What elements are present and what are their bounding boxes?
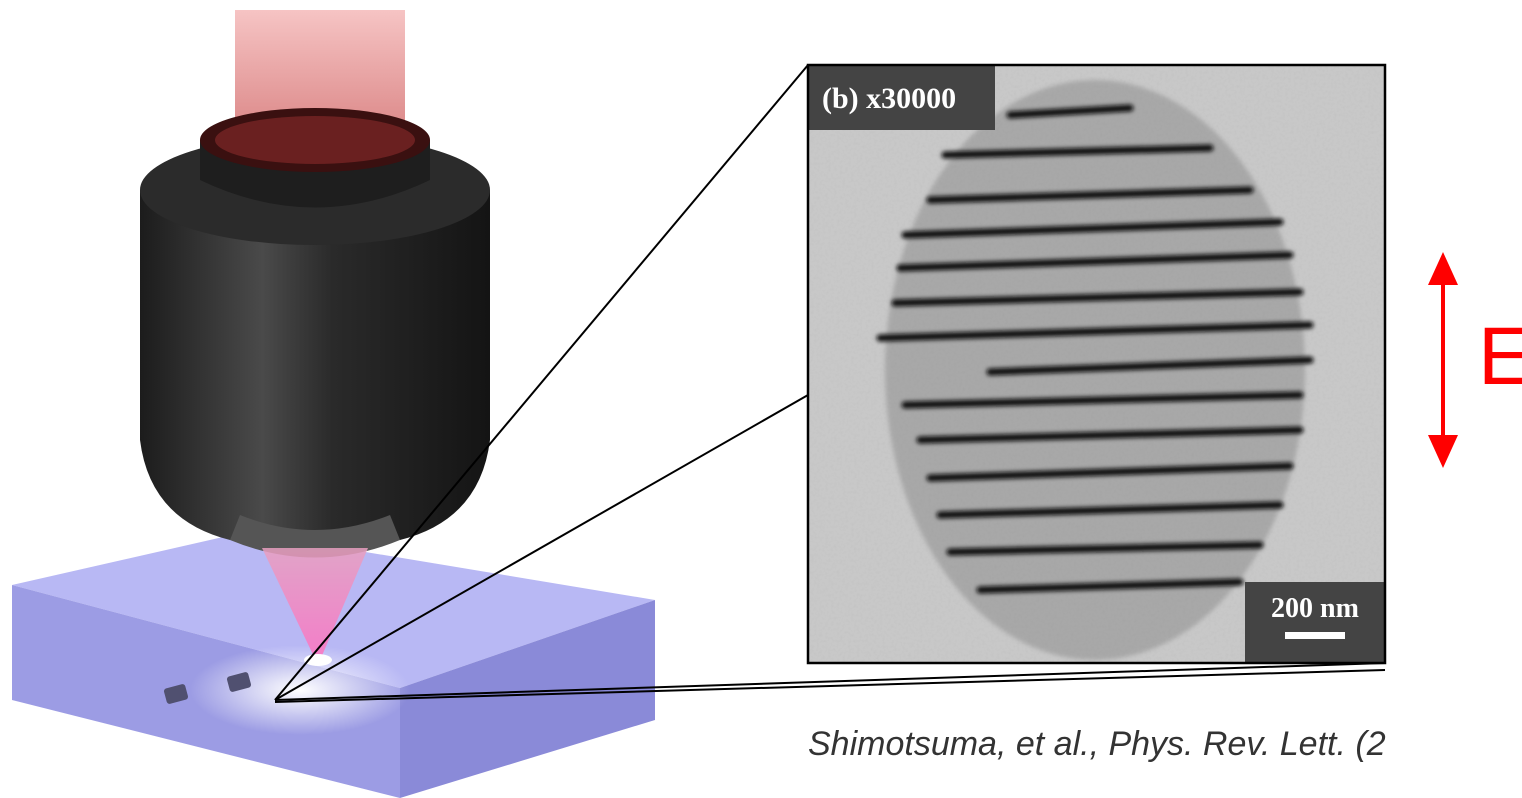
magnification-label: (b) x30000 bbox=[822, 82, 956, 115]
objective-lens bbox=[140, 108, 490, 558]
page: (b) x30000 200 nm E Shimotsuma, et al., … bbox=[0, 0, 1522, 798]
scale-bar bbox=[1285, 632, 1345, 639]
scale-bar-label: 200 nm bbox=[1271, 593, 1359, 624]
field-label: E bbox=[1478, 311, 1522, 402]
figure: (b) x30000 200 nm E Shimotsuma, et al., … bbox=[0, 0, 1522, 798]
micrograph: (b) x30000 200 nm bbox=[808, 65, 1385, 663]
citation: Shimotsuma, et al., Phys. Rev. Lett. (2 bbox=[808, 725, 1386, 763]
field-arrow bbox=[1428, 252, 1458, 468]
